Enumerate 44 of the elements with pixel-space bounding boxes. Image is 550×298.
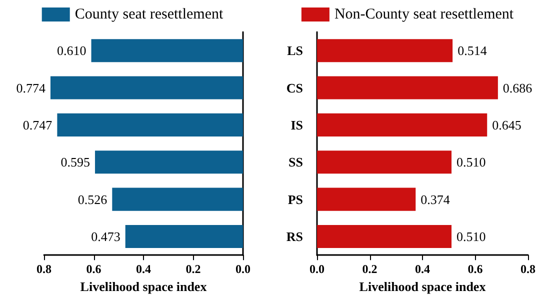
data-label: 0.610 (57, 43, 86, 58)
y-tick-label: IS (290, 117, 303, 132)
data-label: 0.510 (456, 154, 486, 170)
bar (317, 224, 452, 248)
x-tick-label: 0.0 (236, 262, 250, 276)
bar (57, 113, 243, 136)
data-label: 0.473 (91, 229, 120, 244)
data-label: 0.510 (456, 229, 486, 244)
data-label: 0.747 (22, 117, 53, 132)
data-label: 0.526 (78, 192, 108, 207)
data-label: 0.774 (16, 80, 46, 96)
x-tick-label: 0.2 (186, 262, 201, 276)
x-tick-label: 0.2 (362, 262, 378, 276)
y-tick-label: SS (288, 154, 303, 170)
x-axis-title: Livelihood space index (80, 279, 208, 294)
legend-label: Non-County seat resettlement (334, 6, 514, 22)
data-label: 0.686 (502, 80, 533, 96)
x-tick-label: 0.6 (86, 262, 102, 276)
bar (317, 113, 488, 136)
x-tick-label: 0.0 (310, 262, 324, 276)
y-tick-label: LS (287, 43, 303, 58)
x-axis-title: Livelihood space index (359, 279, 486, 294)
legend-label: County seat resettlement (74, 6, 224, 22)
bar (317, 150, 452, 174)
x-tick-label: 0.8 (520, 262, 536, 276)
bar (112, 188, 243, 211)
y-tick-label: RS (286, 229, 303, 244)
x-tick-label: 0.6 (468, 262, 483, 276)
data-label: 0.595 (60, 154, 90, 170)
bar (94, 150, 243, 174)
bar (317, 76, 498, 100)
data-label: 0.514 (458, 43, 488, 58)
y-tick-label: CS (286, 80, 303, 96)
data-label: 0.374 (420, 192, 450, 207)
y-tick-label: PS (288, 192, 303, 207)
x-tick-label: 0.4 (415, 262, 430, 276)
x-tick-label: 0.4 (136, 262, 151, 276)
x-tick-label: 0.8 (36, 262, 52, 276)
data-label: 0.645 (492, 117, 522, 132)
bar (317, 188, 416, 211)
bar (50, 76, 243, 100)
bar (125, 224, 243, 248)
bar (91, 39, 243, 62)
bar (317, 39, 453, 62)
